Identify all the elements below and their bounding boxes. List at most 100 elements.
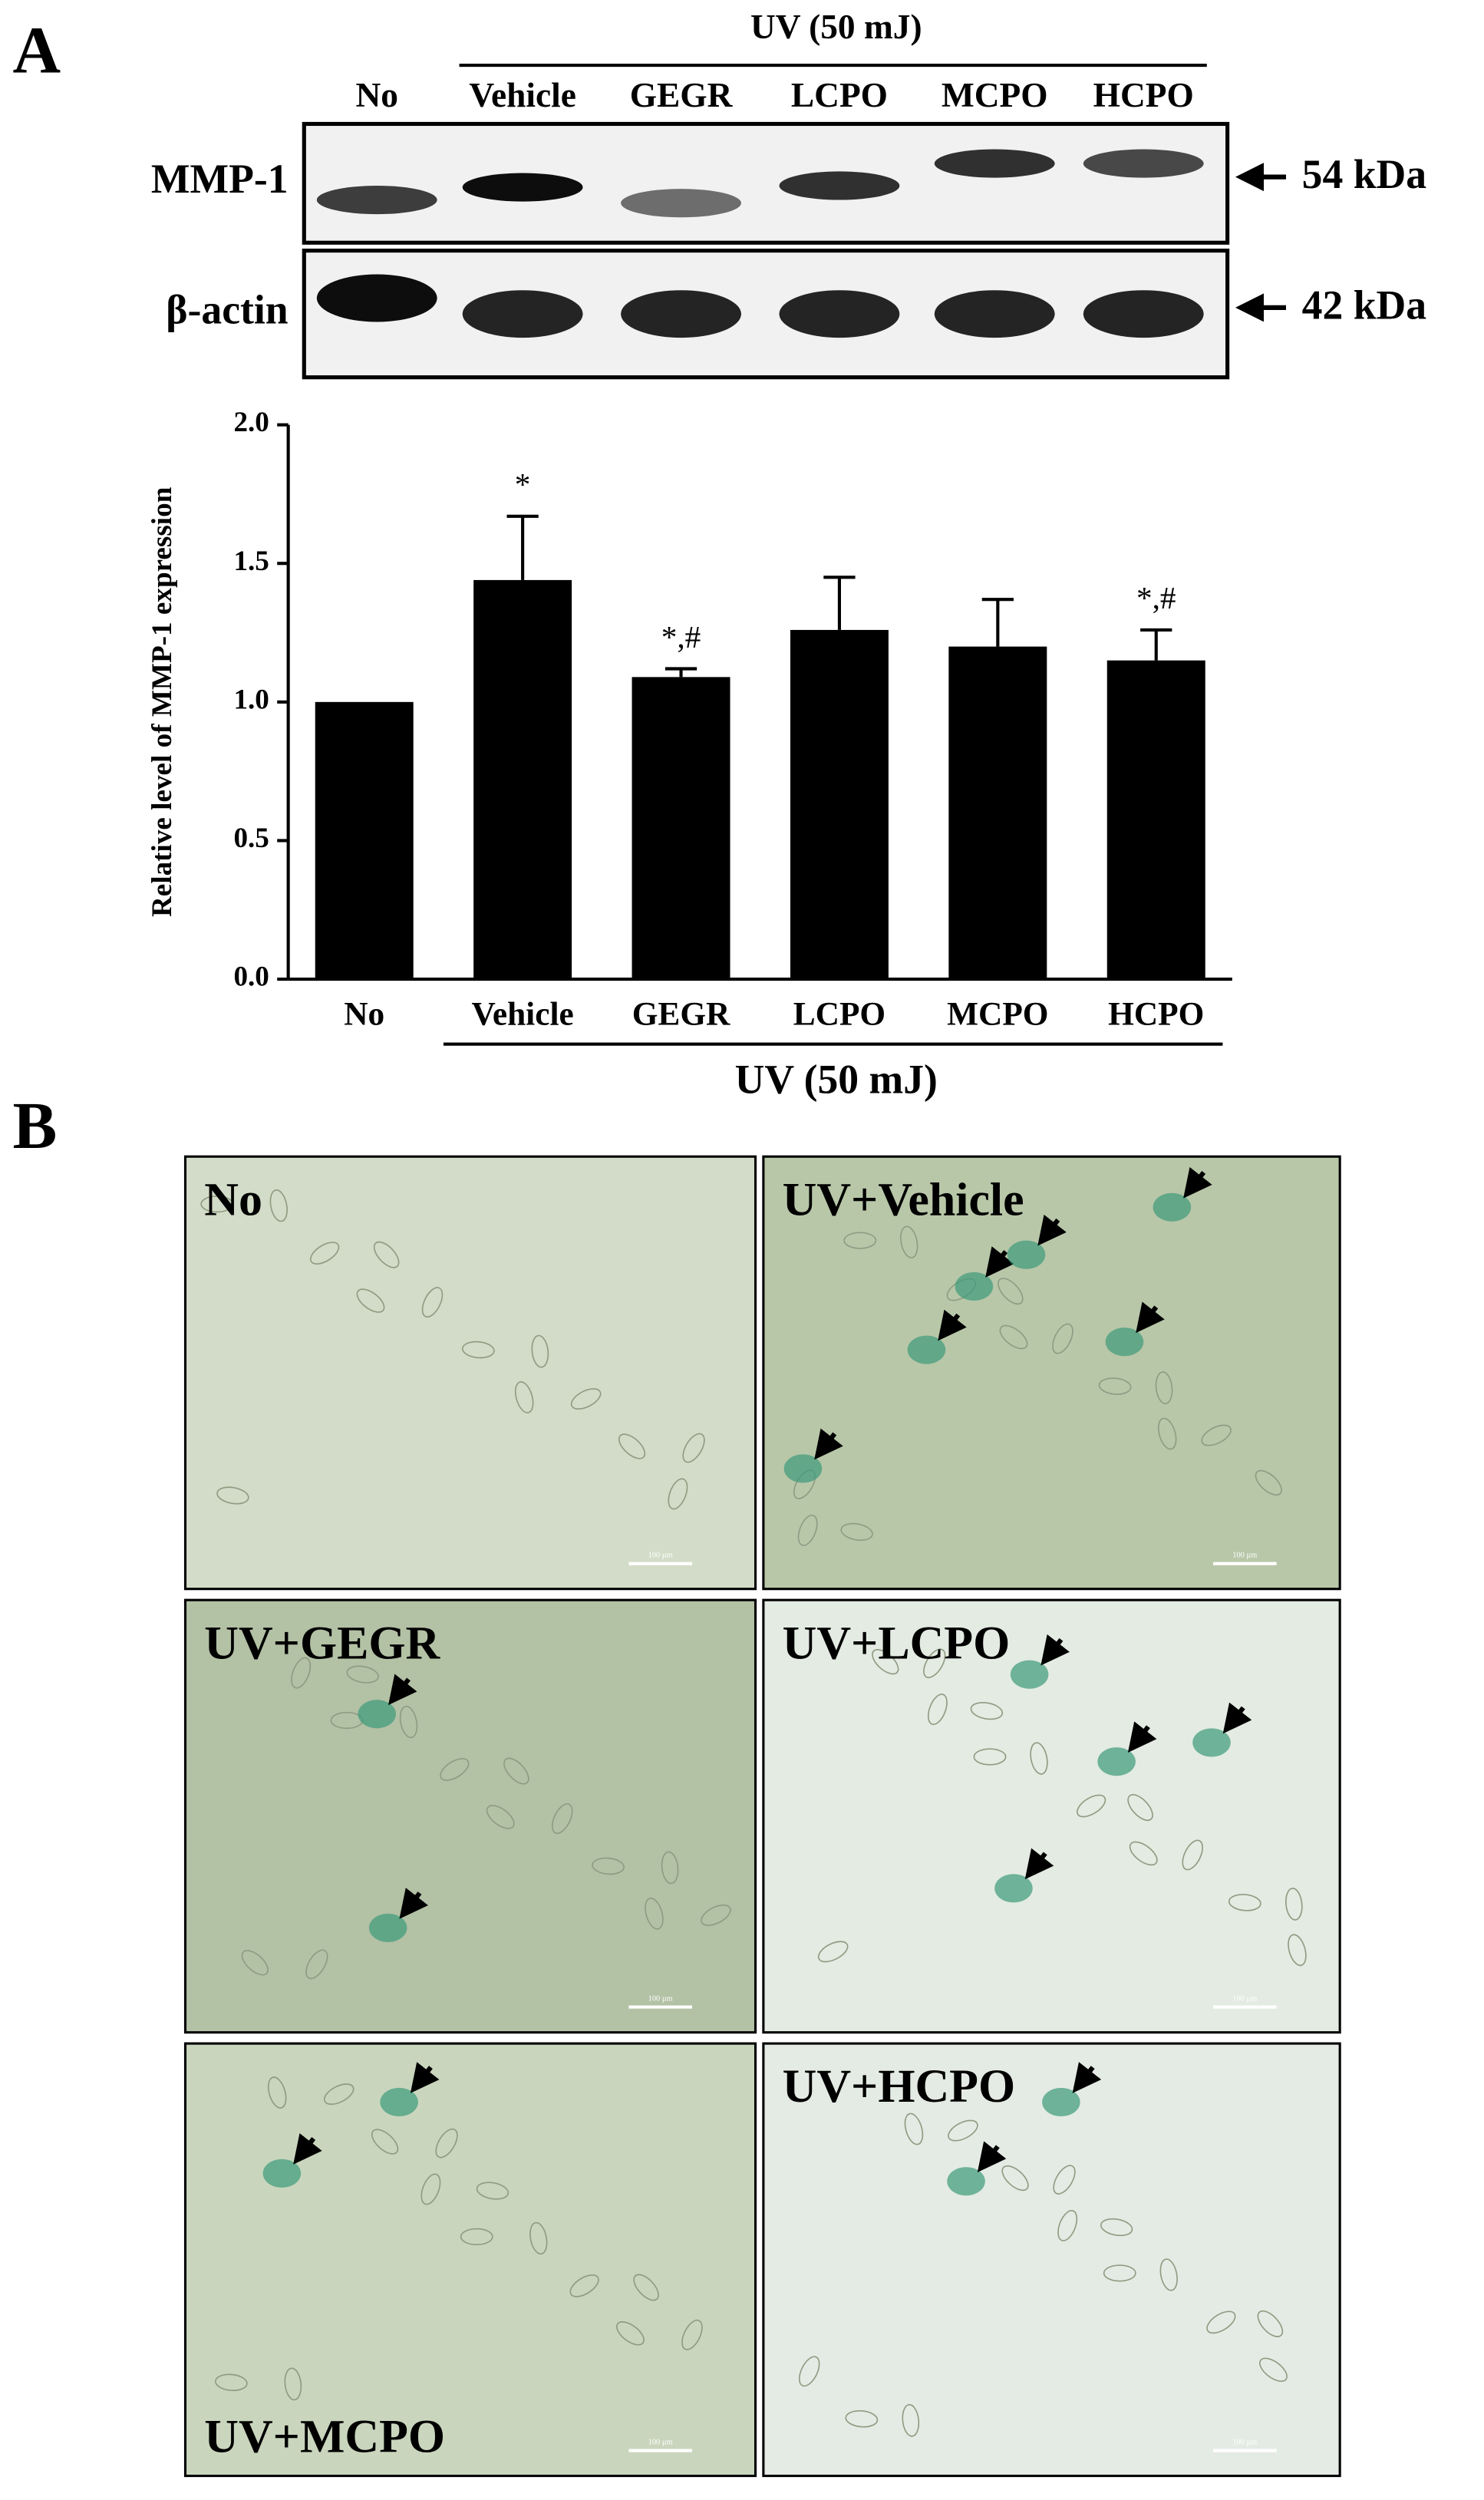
cell bbox=[267, 2076, 287, 2109]
arrow bbox=[387, 1674, 417, 1706]
cell bbox=[872, 1649, 899, 1675]
cell bbox=[216, 1486, 249, 1505]
group-label: UV (50 mJ) bbox=[750, 8, 922, 46]
stained-cell bbox=[1097, 1747, 1136, 1776]
blot-band bbox=[462, 173, 583, 202]
cell bbox=[569, 2274, 599, 2297]
significance-label: *,# bbox=[661, 619, 701, 655]
cell bbox=[1257, 2310, 1284, 2337]
stained-cell bbox=[1010, 1660, 1049, 1689]
cell bbox=[1288, 1934, 1307, 1967]
cell bbox=[633, 2274, 659, 2301]
stained-cell bbox=[1105, 1328, 1144, 1357]
cell bbox=[923, 1648, 946, 1679]
cell bbox=[284, 2367, 302, 2401]
cell bbox=[486, 1805, 515, 1829]
cell bbox=[309, 1242, 340, 1265]
cell bbox=[371, 2129, 399, 2155]
arrow bbox=[1222, 1702, 1252, 1734]
cell bbox=[1201, 1424, 1232, 1446]
cell bbox=[440, 1758, 470, 1781]
cell bbox=[1159, 2258, 1178, 2291]
lane-label: Vehicle bbox=[469, 76, 576, 114]
arrow bbox=[1136, 1301, 1165, 1334]
size-label: 54 kDa bbox=[1302, 151, 1427, 197]
arrow bbox=[410, 2062, 440, 2093]
cell bbox=[529, 2221, 548, 2255]
bar bbox=[632, 677, 730, 980]
scale-bar-label: 100 µm bbox=[648, 1995, 673, 2004]
scale-bar-label: 100 µm bbox=[1232, 1552, 1257, 1560]
cell bbox=[998, 1278, 1024, 1305]
panel-image-label: UV+HCPO bbox=[783, 2060, 1016, 2112]
stained-cell bbox=[1007, 1240, 1046, 1269]
cell bbox=[1155, 1371, 1173, 1404]
stained-cell bbox=[994, 1874, 1033, 1903]
cell bbox=[1052, 1323, 1073, 1354]
y-tick-label: 2.0 bbox=[233, 407, 269, 438]
arrow bbox=[977, 2141, 1007, 2173]
panel-image-label: UV+MCPO bbox=[204, 2410, 445, 2462]
panel-label: A bbox=[13, 14, 61, 87]
arrow bbox=[814, 1428, 843, 1460]
blot-band bbox=[316, 274, 437, 322]
cell bbox=[421, 1287, 444, 1318]
cell bbox=[900, 1225, 918, 1258]
arrow bbox=[1183, 1166, 1212, 1199]
cell bbox=[435, 2128, 458, 2159]
group-label: UV (50 mJ) bbox=[735, 1057, 938, 1103]
cell bbox=[840, 1522, 873, 1542]
cell bbox=[682, 1433, 705, 1463]
micrograph bbox=[762, 2042, 1341, 2478]
stained-cell bbox=[380, 2087, 418, 2117]
row-label: β-actin bbox=[166, 286, 289, 332]
stained-cell bbox=[907, 1335, 946, 1364]
stained-cell bbox=[1042, 2087, 1080, 2117]
arrow bbox=[938, 1309, 967, 1341]
cell bbox=[1255, 1469, 1282, 1496]
lane-label: MCPO bbox=[942, 76, 1048, 114]
blot-band bbox=[462, 290, 583, 338]
cell bbox=[592, 1857, 625, 1875]
cell bbox=[1057, 2209, 1078, 2241]
stained-cell bbox=[262, 2159, 302, 2188]
cell bbox=[843, 1232, 877, 1249]
lane-label: No bbox=[355, 76, 397, 114]
micrograph bbox=[762, 1598, 1341, 2034]
cell bbox=[551, 1803, 573, 1834]
size-label: 42 kDa bbox=[1302, 282, 1427, 328]
cell bbox=[1182, 1839, 1204, 1871]
blot-band bbox=[621, 290, 741, 338]
cell bbox=[616, 2321, 645, 2346]
cell bbox=[269, 1189, 288, 1222]
lane-label: LCPO bbox=[791, 76, 888, 114]
x-tick-label: Vehicle bbox=[472, 996, 574, 1033]
blot-band bbox=[1083, 149, 1204, 178]
cell bbox=[476, 2182, 510, 2200]
cell bbox=[1053, 2165, 1076, 2195]
scale-bar-label: 100 µm bbox=[648, 1552, 673, 1560]
x-tick-label: HCPO bbox=[1108, 996, 1204, 1033]
arrow bbox=[1127, 1721, 1157, 1753]
cell bbox=[1206, 2310, 1236, 2334]
cell bbox=[570, 1388, 602, 1410]
micrograph bbox=[183, 1598, 757, 2034]
blot-box bbox=[302, 121, 1230, 245]
arrow bbox=[293, 2132, 322, 2165]
cell bbox=[214, 2373, 248, 2392]
micrograph bbox=[183, 1155, 757, 1591]
cell bbox=[514, 1381, 534, 1413]
x-tick-label: GEGR bbox=[632, 996, 730, 1033]
cell bbox=[1127, 1794, 1153, 1822]
cell bbox=[618, 1433, 646, 1459]
bar bbox=[948, 646, 1047, 980]
cell bbox=[356, 1288, 385, 1313]
cell bbox=[1103, 2264, 1136, 2282]
cell bbox=[461, 1341, 495, 1359]
stained-cell bbox=[955, 1271, 994, 1301]
blot-band bbox=[934, 290, 1055, 338]
cell bbox=[817, 1941, 849, 1963]
significance-label: *,# bbox=[1136, 580, 1176, 615]
